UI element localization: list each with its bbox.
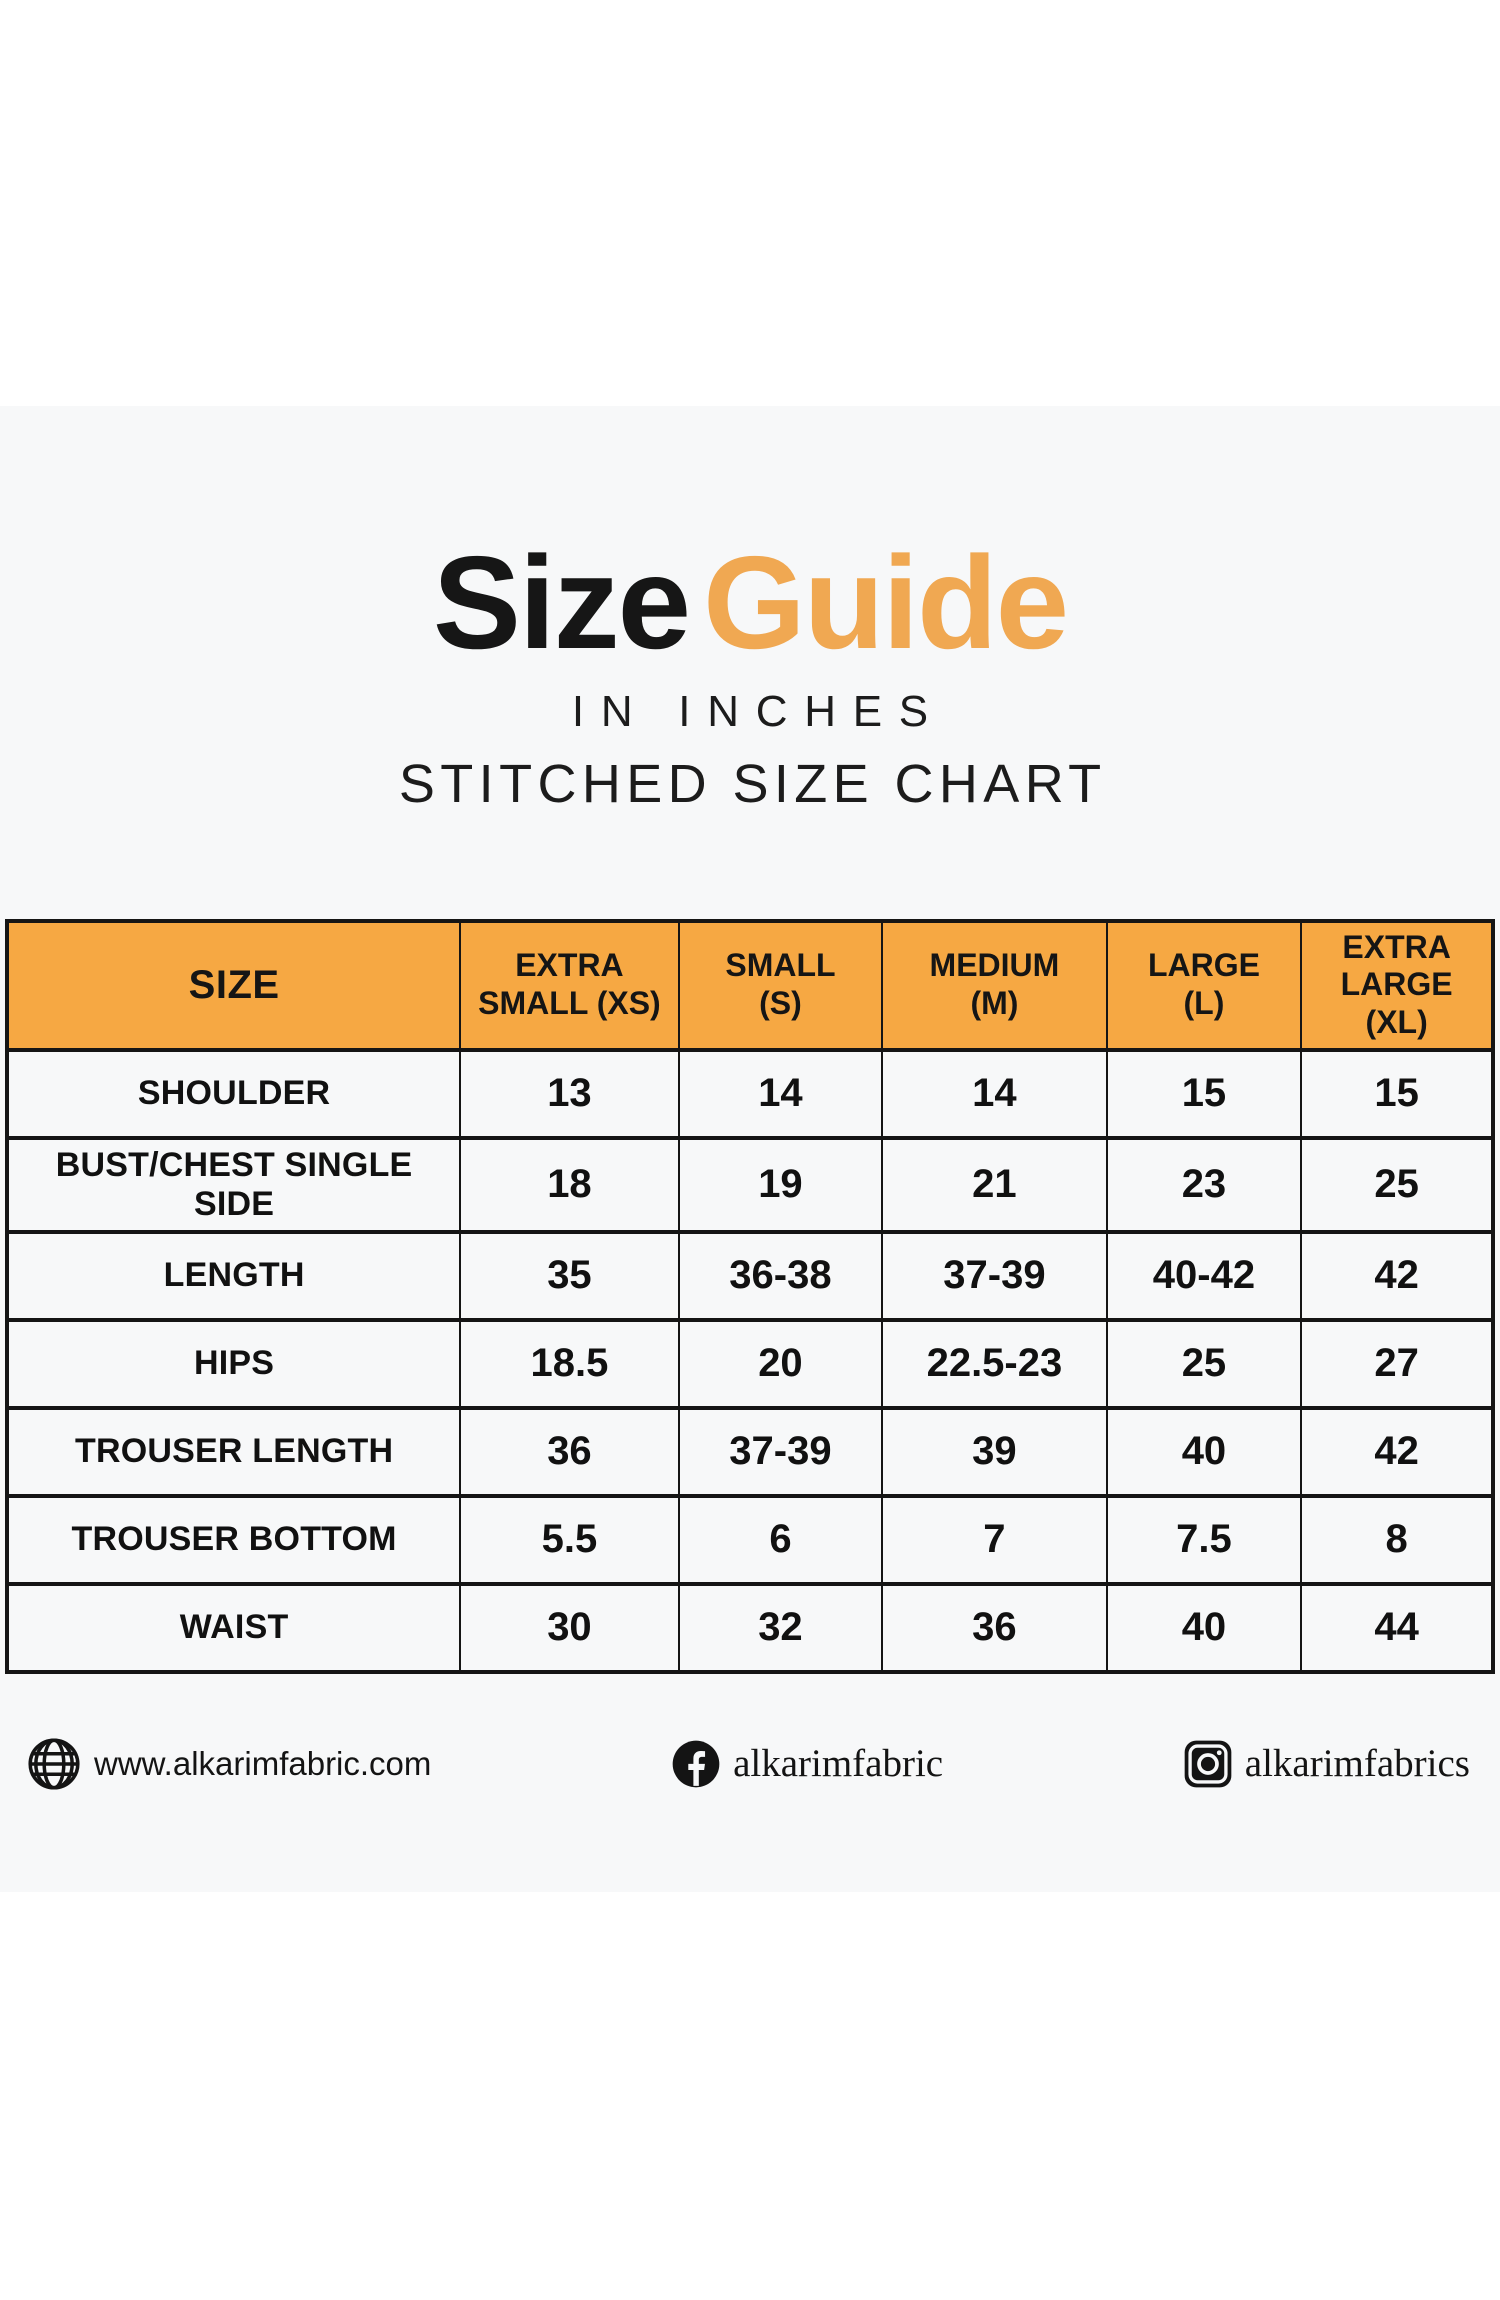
cell-value: 40 xyxy=(1105,1405,1303,1498)
cell-value: 8 xyxy=(1300,1493,1494,1586)
cell-value: 25 xyxy=(1105,1317,1303,1410)
cell-value: 36-38 xyxy=(677,1229,884,1322)
table-row-bust-chest: BUST/CHEST SINGLE SIDE 18 19 21 23 25 xyxy=(5,1135,1494,1234)
page-title: Size Guide xyxy=(0,533,1500,673)
row-label: TROUSER LENGTH xyxy=(5,1405,462,1498)
content-band: Size Guide IN INCHES STITCHED SIZE CHART … xyxy=(0,406,1500,1892)
table-row-hips: HIPS 18.5 20 22.5-23 25 27 xyxy=(5,1317,1494,1410)
table-row-shoulder: SHOULDER 13 14 14 15 15 xyxy=(5,1047,1494,1140)
cell-value: 5.5 xyxy=(459,1493,680,1586)
cell-value: 42 xyxy=(1300,1229,1494,1322)
header-label: (XL) xyxy=(1365,1004,1428,1041)
row-label: TROUSER BOTTOM xyxy=(5,1493,462,1586)
header-cell-size: SIZE xyxy=(5,918,462,1052)
header-label: (S) xyxy=(759,985,802,1022)
website-url: www.alkarimfabric.com xyxy=(94,1744,432,1782)
cell-value: 23 xyxy=(1105,1135,1303,1234)
cell-value: 13 xyxy=(459,1047,680,1140)
row-label: WAIST xyxy=(5,1581,462,1674)
header-cell-l: LARGE (L) xyxy=(1105,918,1303,1052)
cell-value: 7 xyxy=(881,1493,1108,1586)
header-label: EXTRA LARGE xyxy=(1340,928,1453,1003)
cell-value: 22.5-23 xyxy=(881,1317,1108,1410)
header-label: SIZE xyxy=(188,962,280,1007)
table-header-row: SIZE EXTRA SMALL (XS) SMALL (S) MEDIUM (… xyxy=(5,918,1494,1052)
instagram-handle: alkarimfabrics xyxy=(1244,1742,1470,1786)
cell-value: 44 xyxy=(1300,1581,1494,1674)
cell-value: 42 xyxy=(1300,1405,1494,1498)
cell-value: 18 xyxy=(459,1135,680,1234)
globe-icon xyxy=(28,1738,80,1790)
cell-value: 35 xyxy=(459,1229,680,1322)
cell-value: 37-39 xyxy=(881,1229,1108,1322)
row-label: BUST/CHEST SINGLE SIDE xyxy=(5,1135,462,1234)
cell-value: 15 xyxy=(1300,1047,1494,1140)
header-label: SMALL xyxy=(725,947,836,984)
cell-value: 19 xyxy=(677,1135,884,1234)
cell-value: 6 xyxy=(677,1493,884,1586)
cell-value: 40-42 xyxy=(1105,1229,1303,1322)
cell-value: 27 xyxy=(1300,1317,1494,1410)
subtitle-stitched-size-chart: STITCHED SIZE CHART xyxy=(398,753,1107,814)
row-label: HIPS xyxy=(5,1317,462,1410)
cell-value: 7.5 xyxy=(1105,1493,1303,1586)
header-cell-xl: EXTRA LARGE (XL) xyxy=(1300,918,1494,1052)
header-cell-xs: EXTRA SMALL (XS) xyxy=(459,918,680,1052)
cell-value: 30 xyxy=(459,1581,680,1674)
size-chart-table: SIZE EXTRA SMALL (XS) SMALL (S) MEDIUM (… xyxy=(5,918,1495,1674)
header-cell-m: MEDIUM (M) xyxy=(881,918,1108,1052)
header-label: EXTRA xyxy=(515,947,624,984)
cell-value: 39 xyxy=(881,1405,1108,1498)
header-cell-s: SMALL (S) xyxy=(677,918,884,1052)
website-contact: www.alkarimfabric.com xyxy=(26,1736,431,1792)
header-label: LARGE xyxy=(1147,947,1260,984)
table-row-trouser-bottom: TROUSER BOTTOM 5.5 6 7 7.5 8 xyxy=(5,1493,1494,1586)
cell-value: 37-39 xyxy=(677,1405,884,1498)
title-word-guide: Guide xyxy=(703,529,1069,676)
facebook-contact: alkarimfabric xyxy=(671,1739,943,1789)
header-label: (M) xyxy=(970,985,1019,1022)
cell-value: 14 xyxy=(881,1047,1108,1140)
cell-value: 32 xyxy=(677,1581,884,1674)
header-label: (L) xyxy=(1183,985,1225,1022)
cell-value: 36 xyxy=(459,1405,680,1498)
cell-value: 21 xyxy=(881,1135,1108,1234)
header-label: MEDIUM xyxy=(929,947,1060,984)
header-label: SMALL (XS) xyxy=(478,985,661,1022)
title-block: Size Guide IN INCHES STITCHED SIZE CHART xyxy=(0,533,1500,815)
row-label: LENGTH xyxy=(5,1229,462,1322)
cell-value: 18.5 xyxy=(459,1317,680,1410)
cell-value: 15 xyxy=(1105,1047,1303,1140)
facebook-icon xyxy=(672,1740,720,1788)
subtitle-in-inches: IN INCHES xyxy=(571,686,945,736)
cell-value: 40 xyxy=(1105,1581,1303,1674)
cell-value: 36 xyxy=(881,1581,1108,1674)
title-word-size: Size xyxy=(432,529,691,676)
row-label: SHOULDER xyxy=(5,1047,462,1140)
instagram-icon xyxy=(1184,1740,1232,1788)
cell-value: 20 xyxy=(677,1317,884,1410)
facebook-handle: alkarimfabric xyxy=(733,1742,944,1786)
footer: www.alkarimfabric.com alkarimfabric alka… xyxy=(0,1736,1500,1792)
cell-value: 14 xyxy=(677,1047,884,1140)
instagram-contact: alkarimfabrics xyxy=(1183,1739,1470,1789)
table-row-length: LENGTH 35 36-38 37-39 40-42 42 xyxy=(5,1229,1494,1322)
cell-value: 25 xyxy=(1300,1135,1494,1234)
table-row-trouser-length: TROUSER LENGTH 36 37-39 39 40 42 xyxy=(5,1405,1494,1498)
table-row-waist: WAIST 30 32 36 40 44 xyxy=(5,1581,1494,1674)
